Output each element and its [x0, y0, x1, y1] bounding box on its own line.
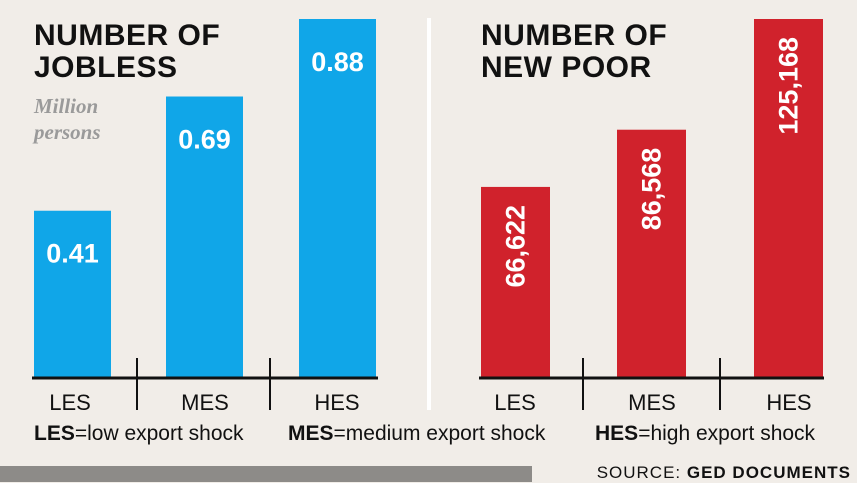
jobless-bar-hes: [299, 19, 376, 378]
source-name: GED DOCUMENTS: [686, 463, 851, 482]
new-poor-category-label: LES: [494, 390, 536, 415]
footer-bar: [0, 466, 532, 482]
legend-mes-text: =medium export shock: [333, 422, 546, 445]
new-poor-chart-title: NUMBER OF NEW POOR: [481, 19, 668, 84]
legend-les-text: =low export shock: [74, 422, 244, 445]
panel-divider: [427, 18, 431, 410]
jobless-value-label: 0.88: [311, 47, 364, 77]
legend-les-abbr: LES: [34, 422, 75, 445]
jobless-category-label: LES: [49, 390, 91, 415]
legend-mes-abbr: MES: [288, 422, 334, 445]
jobless-category-label: MES: [181, 390, 229, 415]
legend-hes-abbr: HES: [595, 422, 639, 445]
jobless-chart-title: NUMBER OF JOBLESS: [34, 19, 221, 84]
new-poor-bar-hes: [754, 19, 823, 378]
new-poor-value-label: 125,168: [774, 37, 804, 135]
jobless-category-label: HES: [314, 390, 359, 415]
new-poor-bar-mes: [617, 129, 686, 378]
new-poor-category-label: HES: [766, 390, 811, 415]
legend-hes-text: =high export shock: [638, 422, 816, 445]
jobless-bar-les: [34, 210, 111, 378]
jobless-value-label: 0.69: [178, 125, 231, 155]
jobless-bar-mes: [166, 96, 243, 379]
jobless-value-label: 0.41: [46, 239, 99, 269]
legend-mes: MES=medium export shock: [288, 422, 545, 446]
legend-les: LES=low export shock: [34, 422, 244, 446]
source-prefix: SOURCE:: [596, 463, 687, 482]
new-poor-category-label: MES: [628, 390, 676, 415]
source-credit: SOURCE: GED DOCUMENTS: [597, 463, 851, 483]
new-poor-value-label: 66,622: [501, 205, 531, 288]
jobless-unit-label: Million persons: [34, 94, 101, 144]
legend-hes: HES=high export shock: [595, 422, 815, 446]
new-poor-value-label: 86,568: [637, 148, 667, 231]
new-poor-bar-les: [481, 186, 550, 378]
